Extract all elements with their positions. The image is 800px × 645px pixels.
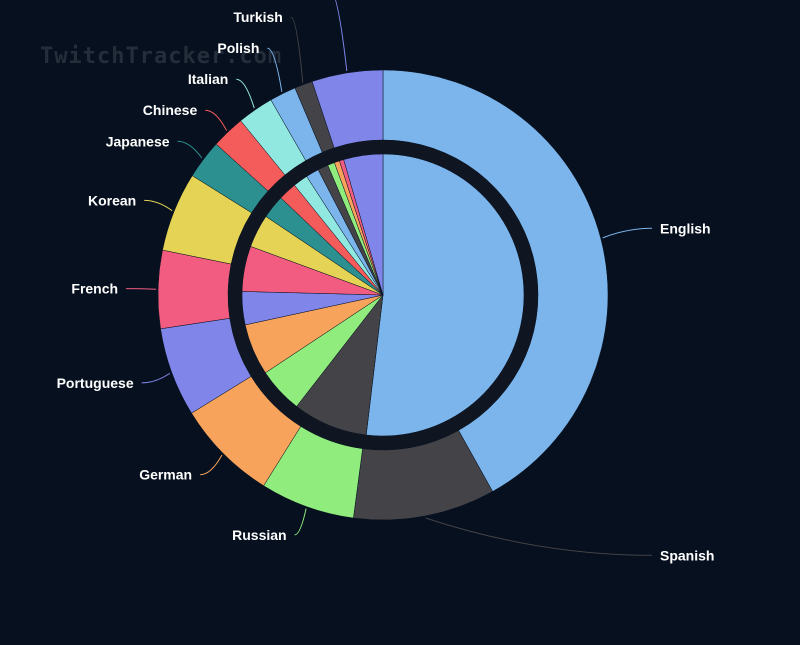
slice-labels: English Spanish Russian German Portuguese Fre… — [57, 9, 715, 563]
leader-other-19-languages — [335, 0, 348, 71]
leader-english — [602, 227, 653, 239]
leader-turkish — [290, 16, 304, 83]
inner-ring — [241, 153, 525, 437]
ring-separator — [228, 140, 538, 450]
leader-polish — [267, 47, 283, 92]
leader-portuguese — [141, 372, 171, 384]
label-french: French — [71, 281, 118, 297]
label-english: English — [660, 220, 711, 236]
leader-russian — [294, 508, 307, 536]
label-german: German — [139, 467, 192, 483]
label-korean: Korean — [88, 192, 136, 208]
label-russian: Russian — [232, 527, 286, 543]
leader-spanish — [425, 517, 653, 556]
label-turkish: Turkish — [233, 9, 283, 25]
inner-slice-1[interactable] — [365, 153, 525, 437]
outer-ring — [157, 69, 609, 521]
label-japanese: Japanese — [106, 133, 170, 149]
leader-german — [200, 454, 223, 476]
leader-lines — [126, 0, 653, 556]
label-portuguese: Portuguese — [57, 375, 134, 391]
label-spanish: Spanish — [660, 547, 714, 563]
leader-chinese — [205, 109, 228, 131]
leader-italian — [236, 78, 255, 109]
leader-japanese — [177, 140, 203, 159]
label-chinese: Chinese — [143, 102, 198, 118]
leader-korean — [144, 199, 173, 212]
label-italian: Italian — [188, 71, 228, 87]
label-polish: Polish — [217, 40, 259, 56]
leader-french — [126, 288, 157, 290]
